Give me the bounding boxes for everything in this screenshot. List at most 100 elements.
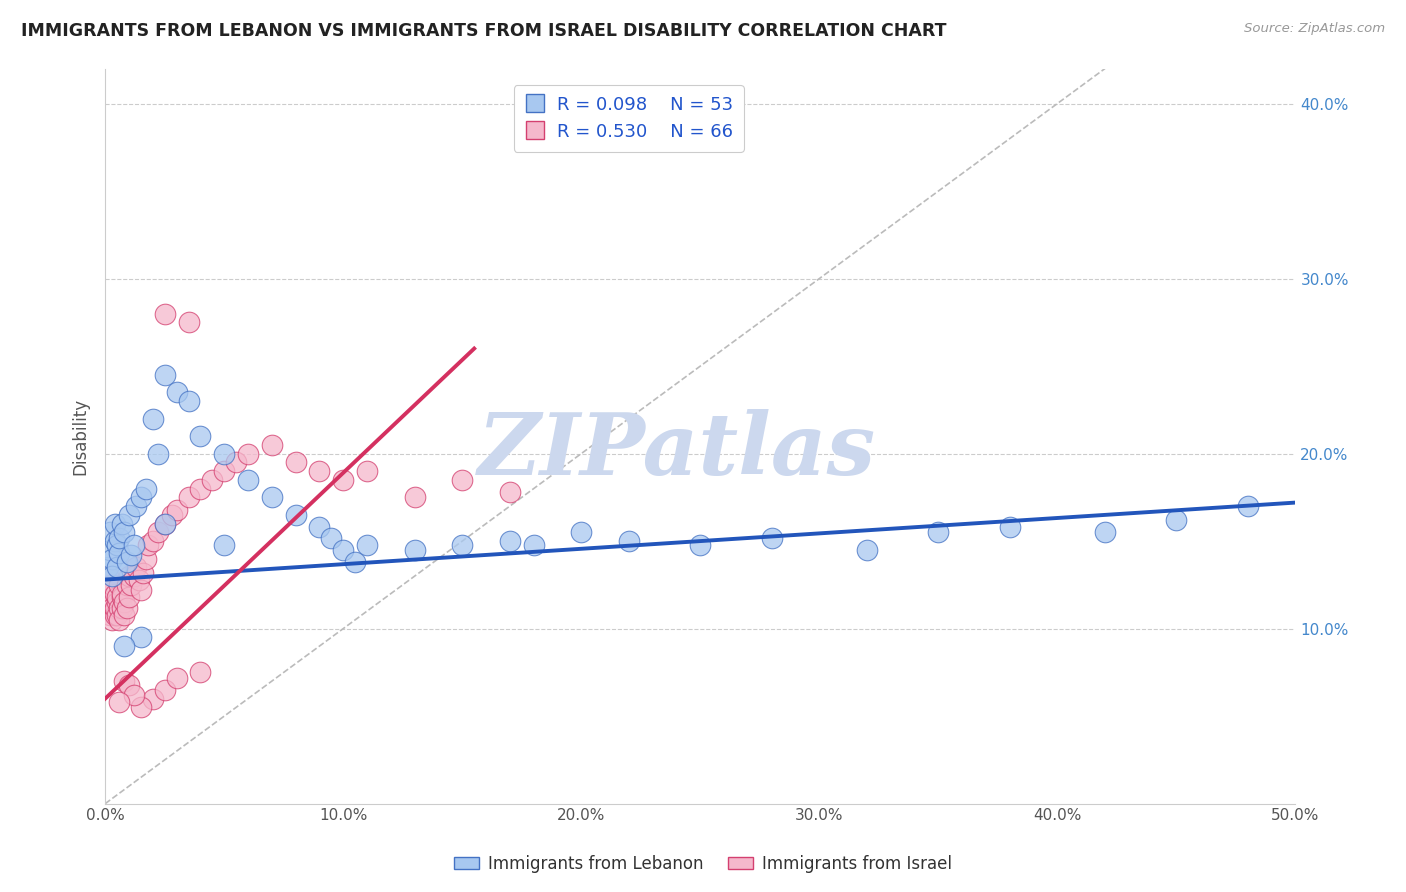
Point bbox=[98, 525, 121, 540]
Point bbox=[125, 560, 148, 574]
Point bbox=[160, 508, 183, 522]
Point bbox=[451, 473, 474, 487]
Point bbox=[128, 573, 150, 587]
Point bbox=[212, 446, 235, 460]
Point bbox=[122, 688, 145, 702]
Point bbox=[105, 595, 128, 609]
Point bbox=[761, 531, 783, 545]
Point bbox=[101, 590, 124, 604]
Point bbox=[177, 491, 200, 505]
Point bbox=[104, 534, 127, 549]
Point bbox=[98, 542, 121, 557]
Point bbox=[132, 566, 155, 580]
Point bbox=[332, 473, 354, 487]
Point bbox=[120, 578, 142, 592]
Text: ZIPatlas: ZIPatlas bbox=[478, 409, 876, 492]
Point bbox=[97, 569, 120, 583]
Point bbox=[451, 538, 474, 552]
Point bbox=[98, 578, 121, 592]
Point bbox=[404, 542, 426, 557]
Point bbox=[284, 508, 307, 522]
Point bbox=[212, 538, 235, 552]
Point bbox=[122, 538, 145, 552]
Point bbox=[153, 682, 176, 697]
Point bbox=[617, 534, 640, 549]
Point bbox=[97, 586, 120, 600]
Text: Source: ZipAtlas.com: Source: ZipAtlas.com bbox=[1244, 22, 1385, 36]
Point bbox=[499, 534, 522, 549]
Point bbox=[108, 578, 131, 592]
Point bbox=[225, 455, 247, 469]
Legend: Immigrants from Lebanon, Immigrants from Israel: Immigrants from Lebanon, Immigrants from… bbox=[447, 848, 959, 880]
Point bbox=[153, 516, 176, 531]
Point bbox=[142, 411, 165, 425]
Point bbox=[166, 385, 188, 400]
Point bbox=[856, 542, 879, 557]
Point bbox=[105, 607, 128, 622]
Point bbox=[101, 600, 124, 615]
Point bbox=[201, 473, 224, 487]
Point bbox=[104, 516, 127, 531]
Point bbox=[108, 695, 131, 709]
Point bbox=[118, 677, 141, 691]
Point bbox=[260, 438, 283, 452]
Point bbox=[236, 473, 259, 487]
Point bbox=[129, 631, 152, 645]
Point bbox=[118, 508, 141, 522]
Point bbox=[499, 485, 522, 500]
Point bbox=[190, 665, 212, 680]
Point bbox=[136, 538, 159, 552]
Point bbox=[112, 639, 135, 653]
Point bbox=[101, 569, 124, 583]
Point bbox=[120, 548, 142, 562]
Point bbox=[115, 600, 138, 615]
Point bbox=[105, 538, 128, 552]
Point bbox=[356, 538, 378, 552]
Y-axis label: Disability: Disability bbox=[72, 398, 89, 475]
Point bbox=[112, 595, 135, 609]
Point bbox=[122, 569, 145, 583]
Point bbox=[125, 499, 148, 513]
Point bbox=[308, 520, 330, 534]
Point bbox=[523, 538, 546, 552]
Point bbox=[1166, 513, 1188, 527]
Point bbox=[115, 578, 138, 592]
Point bbox=[153, 516, 176, 531]
Legend: R = 0.098    N = 53, R = 0.530    N = 66: R = 0.098 N = 53, R = 0.530 N = 66 bbox=[513, 85, 744, 152]
Point bbox=[166, 671, 188, 685]
Point bbox=[111, 516, 134, 531]
Point bbox=[135, 551, 157, 566]
Point bbox=[129, 491, 152, 505]
Point bbox=[97, 560, 120, 574]
Point bbox=[101, 613, 124, 627]
Point bbox=[129, 583, 152, 598]
Point bbox=[344, 555, 367, 569]
Point bbox=[129, 700, 152, 714]
Point bbox=[112, 607, 135, 622]
Point bbox=[101, 551, 124, 566]
Point bbox=[112, 674, 135, 689]
Point bbox=[108, 546, 131, 560]
Point bbox=[118, 569, 141, 583]
Text: IMMIGRANTS FROM LEBANON VS IMMIGRANTS FROM ISRAEL DISABILITY CORRELATION CHART: IMMIGRANTS FROM LEBANON VS IMMIGRANTS FR… bbox=[21, 22, 946, 40]
Point bbox=[356, 464, 378, 478]
Point bbox=[321, 531, 343, 545]
Point bbox=[108, 600, 131, 615]
Point bbox=[104, 600, 127, 615]
Point bbox=[97, 595, 120, 609]
Point bbox=[111, 590, 134, 604]
Point bbox=[177, 315, 200, 329]
Point bbox=[112, 525, 135, 540]
Point bbox=[108, 613, 131, 627]
Point bbox=[1094, 525, 1116, 540]
Point bbox=[104, 607, 127, 622]
Point bbox=[177, 394, 200, 409]
Point bbox=[153, 368, 176, 382]
Point bbox=[308, 464, 330, 478]
Point bbox=[332, 542, 354, 557]
Point bbox=[101, 578, 124, 592]
Point bbox=[146, 525, 169, 540]
Point bbox=[689, 538, 711, 552]
Point bbox=[404, 491, 426, 505]
Point bbox=[260, 491, 283, 505]
